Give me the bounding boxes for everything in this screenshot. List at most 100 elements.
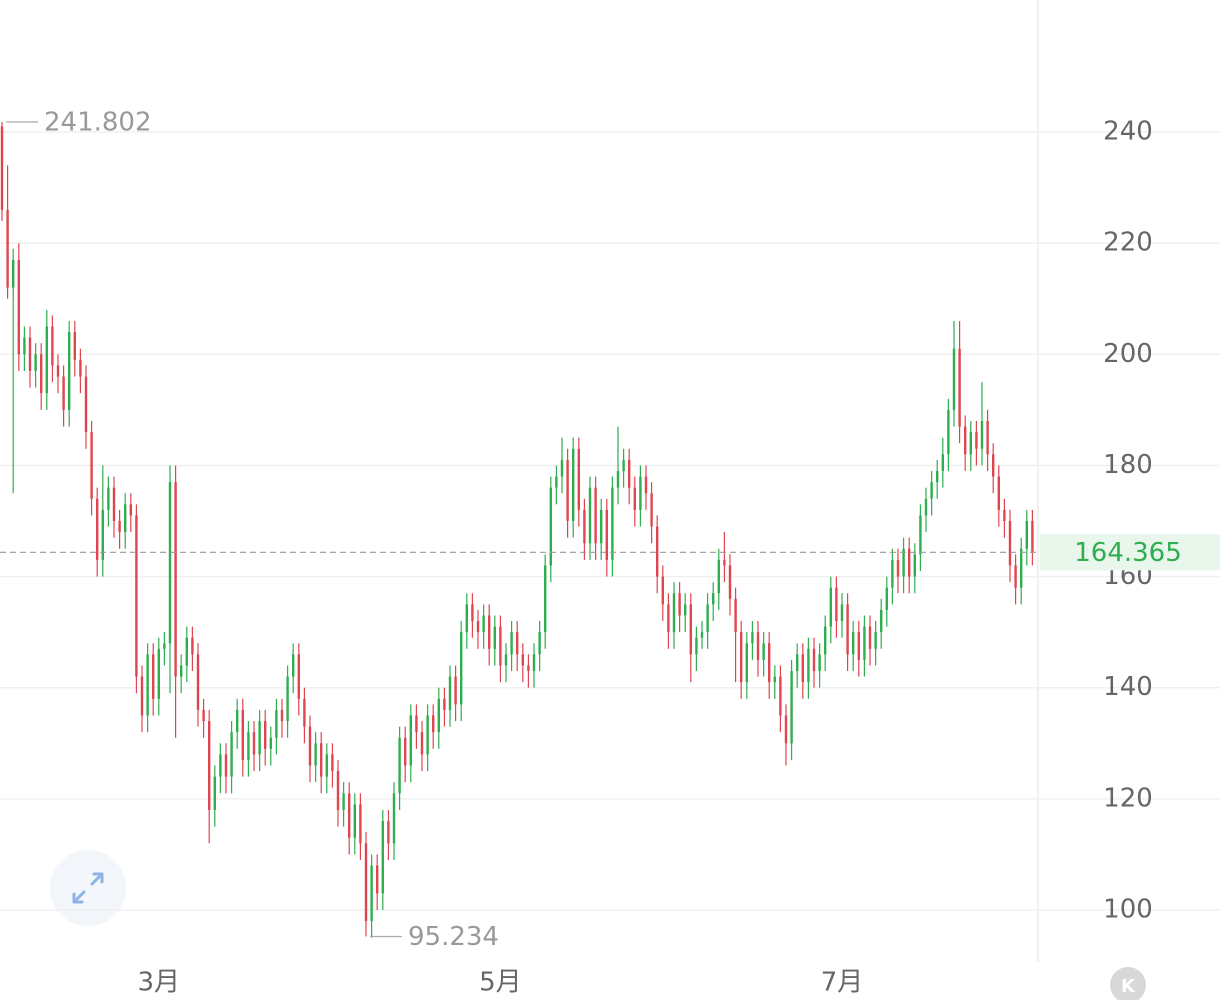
candle	[28, 326, 32, 388]
candle-body	[829, 587, 832, 627]
candle	[376, 854, 379, 910]
candle	[359, 793, 362, 860]
candle	[45, 309, 48, 410]
candle-body	[734, 598, 737, 633]
candle-body	[717, 559, 720, 594]
candle-body	[348, 793, 351, 838]
candle-body	[544, 565, 547, 633]
candle	[616, 426, 620, 505]
candle	[868, 615, 872, 666]
k-button[interactable]: K	[1110, 967, 1146, 1000]
candle	[611, 476, 614, 577]
candle	[112, 476, 116, 538]
candle	[656, 515, 659, 594]
candle	[454, 665, 457, 722]
candle-body	[751, 632, 754, 644]
candle	[364, 832, 368, 937]
candle	[303, 687, 306, 744]
candle-body	[1003, 509, 1006, 522]
candle-body	[320, 743, 323, 777]
candle	[17, 243, 20, 371]
candle-body	[583, 509, 586, 544]
candle	[796, 643, 799, 688]
candle	[997, 465, 1000, 527]
candle-body	[471, 604, 474, 622]
candle	[314, 732, 317, 783]
candle	[325, 743, 328, 794]
candle-body	[68, 332, 71, 410]
candle	[409, 704, 412, 783]
y-tick-label: 180	[1103, 450, 1153, 480]
candle-body	[219, 754, 222, 777]
candle	[499, 615, 502, 683]
candle	[863, 615, 866, 677]
candle	[768, 632, 771, 699]
candle	[398, 726, 401, 810]
candle	[706, 593, 709, 649]
candle	[807, 637, 810, 699]
candle-body	[588, 487, 592, 544]
candle-body	[465, 604, 468, 633]
candle-body	[818, 654, 821, 672]
expand-button-bg[interactable]	[50, 850, 126, 926]
candle-body	[426, 715, 429, 755]
candle	[471, 593, 474, 638]
candle	[23, 326, 26, 371]
candle	[672, 582, 676, 649]
k-icon[interactable]: K	[1121, 976, 1136, 997]
candle	[84, 365, 88, 449]
candle	[689, 593, 692, 683]
candle-body	[773, 676, 776, 683]
candle	[247, 721, 250, 777]
candle-body	[672, 593, 676, 633]
candle	[230, 721, 233, 794]
candle-body	[213, 776, 216, 810]
candle	[219, 743, 222, 794]
candle-body	[370, 865, 373, 922]
candle-body	[443, 698, 446, 710]
candle	[460, 621, 463, 722]
candle-body	[1025, 521, 1028, 549]
candle	[756, 621, 760, 677]
candle-body	[191, 637, 194, 655]
candle-body	[560, 459, 564, 477]
candle	[538, 621, 541, 672]
candle-body	[392, 793, 396, 844]
candle-body	[174, 482, 177, 677]
expand-button[interactable]	[50, 850, 126, 926]
candle-body	[790, 671, 793, 744]
k-button-bg[interactable]	[1110, 967, 1146, 1000]
candle	[280, 698, 284, 738]
candle-body	[527, 665, 530, 672]
candle-body	[499, 626, 502, 666]
candle-body	[432, 715, 435, 733]
candle	[840, 593, 844, 638]
y-tick-label: 200	[1103, 339, 1153, 369]
expand-icon[interactable]	[72, 872, 104, 904]
candle-body	[868, 626, 872, 649]
candle	[846, 593, 849, 672]
candle-body	[448, 676, 452, 710]
candle	[521, 643, 524, 683]
candle-body	[40, 354, 43, 394]
candle-body	[454, 676, 457, 705]
candle-body	[824, 626, 827, 655]
candle-body	[140, 676, 144, 716]
candle	[320, 732, 323, 794]
candle	[818, 643, 821, 688]
candle	[700, 621, 704, 649]
y-tick-label: 100	[1103, 894, 1153, 924]
candle-body	[62, 376, 65, 410]
candle-body	[129, 504, 132, 516]
candle-body	[644, 476, 648, 494]
candle-body	[247, 732, 250, 760]
candle-body	[163, 643, 166, 649]
candle-body	[292, 654, 295, 677]
candle-body	[180, 665, 183, 677]
candle	[353, 793, 356, 855]
candle-body	[224, 754, 228, 777]
candle-body	[510, 632, 513, 655]
candle	[493, 615, 496, 666]
candle-body	[975, 432, 978, 449]
candle-body	[364, 843, 368, 922]
